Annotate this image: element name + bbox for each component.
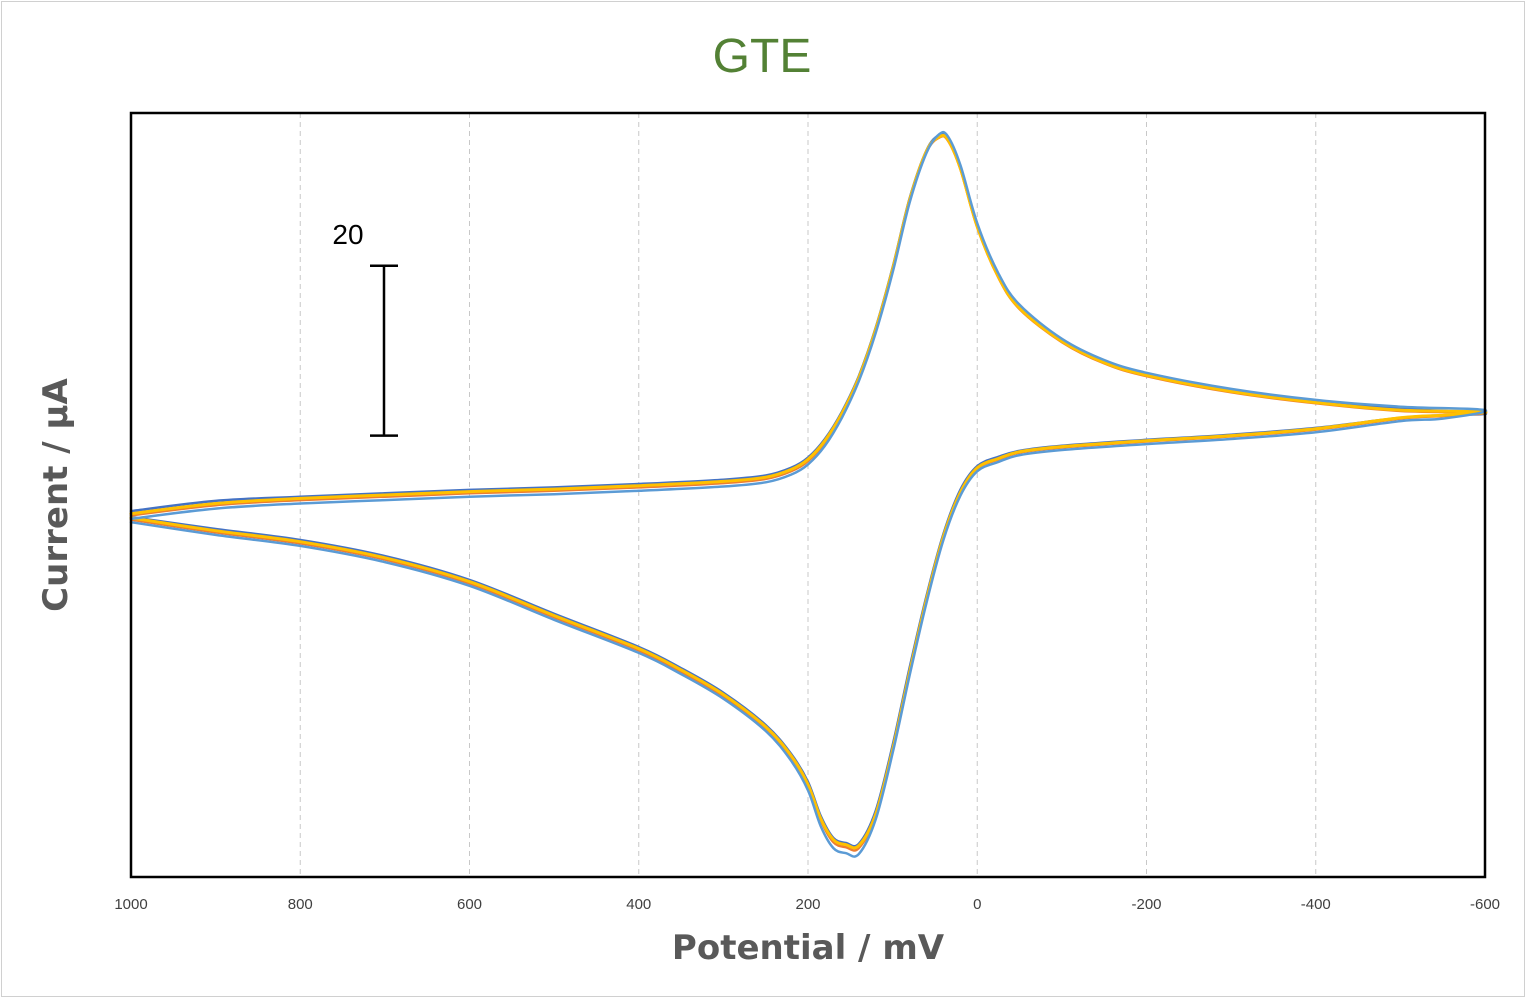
plot-area-border — [129, 111, 1487, 879]
x-tick-labels: 1000 800 600 400 200 0 -200 -400 -600 — [114, 896, 1500, 913]
series-layer — [129, 130, 1488, 858]
series-line-4 — [129, 130, 1488, 858]
series-line-3 — [129, 133, 1488, 850]
chart-title: GTE — [713, 30, 812, 83]
x-tick-label: 600 — [457, 896, 482, 913]
scale-bar: 20 — [332, 219, 398, 437]
gridlines — [299, 113, 1317, 877]
x-tick-label: -200 — [1131, 896, 1161, 913]
x-tick-label: 1000 — [114, 896, 147, 913]
x-tick-label: 0 — [973, 896, 981, 913]
x-tick-label: 200 — [795, 896, 820, 913]
scale-bar-label: 20 — [332, 219, 363, 250]
y-axis-title: Current / µA — [36, 378, 76, 612]
x-tick-label: -600 — [1470, 896, 1500, 913]
x-tick-label: -400 — [1301, 896, 1331, 913]
x-tick-label: 800 — [288, 896, 313, 913]
x-tick-label: 400 — [626, 896, 651, 913]
x-axis-title: Potential / mV — [672, 928, 945, 968]
